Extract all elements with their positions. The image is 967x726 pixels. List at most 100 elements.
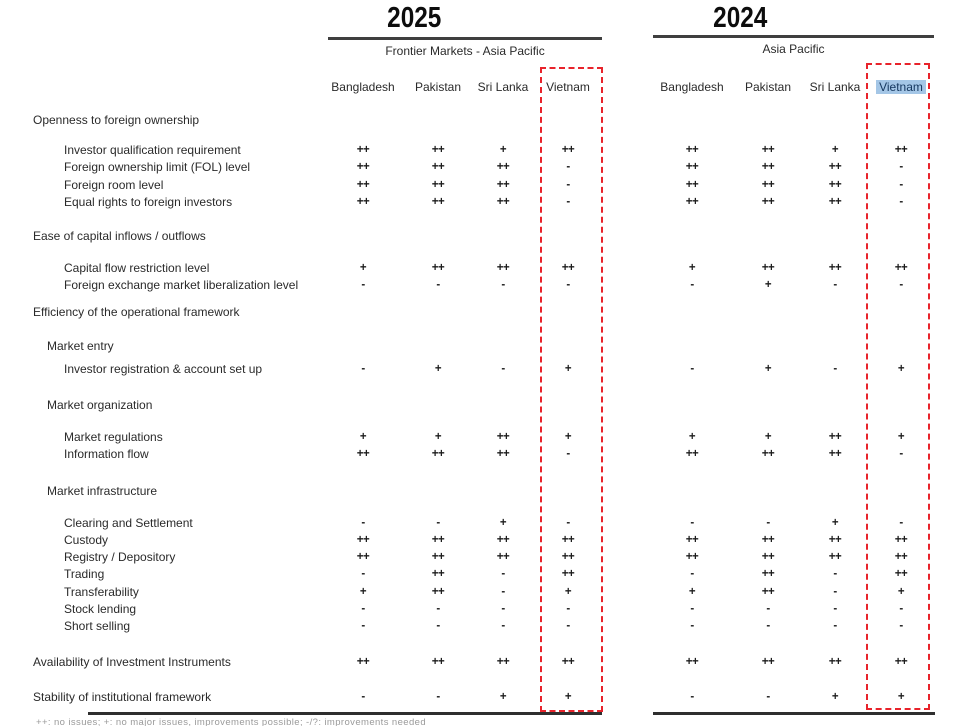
section-heading-row: Market infrastructure [0,483,967,500]
rating-value: - [833,362,837,375]
year-2024-heading: 2024 [680,2,800,34]
row-label: Market infrastructure [47,483,158,498]
rating-value: + [499,144,507,157]
rating-value: - [899,516,903,529]
rating-value: ++ [496,195,510,208]
rating-value: ++ [685,534,699,546]
row-label: Custody [64,533,109,547]
rating-value: - [501,585,505,598]
section-heading-row: Market organization [0,397,967,414]
rating-value: ++ [761,568,775,581]
row-label: Foreign ownership limit (FOL) level [64,160,251,175]
rating-legend-footnote: ++: no issues; +: no major issues, impro… [36,717,427,726]
row-label: Efficiency of the operational framework [33,304,240,319]
rating-value: - [766,516,770,529]
table-row: Investor qualification requirement ++ ++ + +… [0,142,967,159]
row-label: Openness to foreign ownership [33,113,200,127]
rating-value: + [434,362,442,375]
table-row: Equal rights to foreign investors ++ ++ ++ -… [0,194,967,211]
rating-value: ++ [828,656,842,669]
row-label: Foreign exchange market liberalization l… [64,278,299,293]
rating-value: - [436,602,440,615]
rating-value: ++ [496,656,510,669]
rating-value: ++ [761,656,775,669]
rating-value: ++ [828,448,842,461]
rating-value: - [566,279,570,292]
rating-value: ++ [496,534,510,546]
rating-value: + [564,362,572,375]
rating-value: - [899,279,903,292]
rating-value: ++ [356,161,370,174]
table-row: Availability of Investment Instruments ++… [0,654,967,671]
row-label: Investor registration & account set up [64,361,263,376]
rating-value: ++ [828,262,842,275]
rating-value: - [690,568,694,581]
row-label: Short selling [64,618,131,633]
rating-value: ++ [828,431,842,444]
rating-value: ++ [761,448,775,461]
section-heading-row: Openness to foreign ownership [0,112,967,129]
rating-value: ++ [828,551,842,564]
row-label: Foreign room level [64,177,164,192]
rating-value: ++ [431,551,445,564]
row-label: Availability of Investment Instruments [33,655,231,670]
rating-value: ++ [761,161,775,174]
rating-value: ++ [496,262,510,275]
column-header-2024-bangladesh: Bangladesh [660,80,724,94]
rating-value: - [501,602,505,615]
column-header-2024-pakistan: Pakistan [744,80,792,94]
rating-value: - [501,568,505,581]
row-label: Trading [64,567,105,582]
rating-value: ++ [431,195,445,208]
rating-value: ++ [894,568,908,581]
rating-value: ++ [685,144,699,157]
rating-value: - [899,195,903,208]
rating-value: + [564,585,572,598]
rating-value: + [688,431,696,444]
table-row: Short selling - - - - - - - - [0,618,967,635]
rating-value: ++ [356,178,370,191]
rating-value: + [831,144,839,157]
row-label: Market regulations [64,430,163,445]
row-label: Equal rights to foreign investors [64,194,233,209]
column-header-2024-sri-lanka: Sri Lanka [809,80,861,94]
section-heading-row: Efficiency of the operational framework [0,304,967,321]
rating-value: ++ [828,534,842,546]
rating-value: ++ [561,656,575,669]
row-label: Registry / Depository [64,550,176,565]
group-label-2025: Frontier Markets - Asia Pacific [385,44,545,58]
rating-value: - [566,161,570,174]
row-label: Market entry [47,338,114,353]
rating-value: - [766,602,770,615]
section-heading-row: Market entry [0,338,967,355]
rating-value: ++ [431,568,445,581]
rating-value: + [359,585,367,598]
year-2025-underline [328,37,602,40]
rating-value: + [897,362,905,375]
rating-value: ++ [561,144,575,157]
rating-value: - [690,602,694,615]
vietnam-2025-dashed-box [540,67,603,712]
vietnam-2024-highlight: Vietnam [876,80,926,94]
rating-value: ++ [685,178,699,191]
rating-value: - [690,362,694,375]
table-row: Registry / Depository ++ ++ ++ ++ ++ ++ ++ ++ [0,549,967,566]
rating-value: ++ [685,448,699,461]
row-label: Ease of capital inflows / outflows [33,228,206,243]
rating-value: - [361,619,365,632]
rating-value: ++ [761,551,775,564]
section-heading-row: Ease of capital inflows / outflows [0,228,967,245]
rating-value: - [833,619,837,632]
rating-value: ++ [496,431,510,444]
rating-value: ++ [431,448,445,461]
column-header-2025-pakistan: Pakistan [414,80,462,94]
rating-value: ++ [356,656,370,669]
rating-value: - [766,691,770,704]
table-row: Market regulations + + ++ + + + ++ + [0,429,967,446]
row-label: Information flow [64,447,149,462]
rating-value: - [833,585,837,598]
rating-value: + [359,431,367,444]
row-label: Stock lending [64,601,137,616]
rating-value: + [764,362,772,375]
rating-value: - [436,619,440,632]
